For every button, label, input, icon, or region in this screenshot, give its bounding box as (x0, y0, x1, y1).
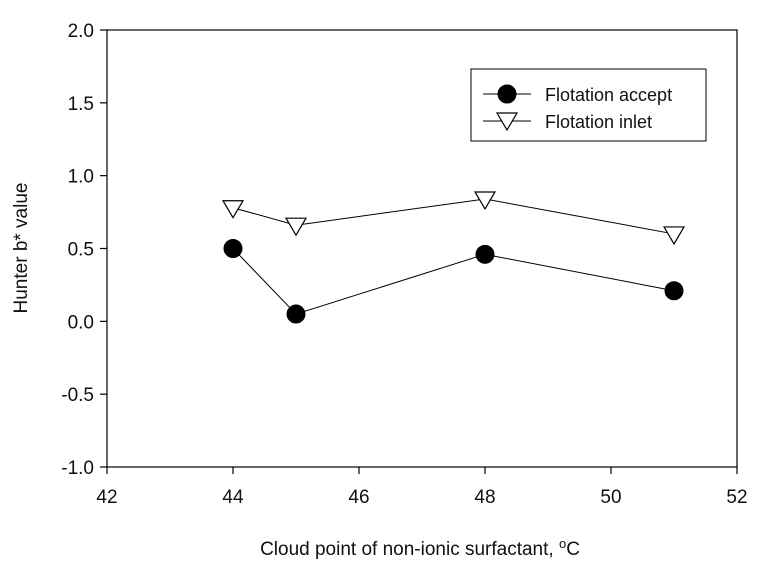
legend: Flotation accept Flotation inlet (470, 68, 707, 142)
data-point-flotation-accept (664, 281, 684, 301)
series-flotation-inlet (221, 191, 686, 246)
x-axis-title-text: Cloud point of non-ionic surfactant, (260, 539, 559, 560)
series-line-flotation-accept (232, 248, 675, 315)
data-point-flotation-inlet (284, 217, 308, 237)
x-axis-title-superscript: o (559, 536, 566, 551)
x-tick-label: 44 (222, 487, 244, 508)
y-tick-label: 1.5 (68, 94, 94, 115)
legend-label-flotation-inlet: Flotation inlet (545, 112, 652, 132)
series-layer (221, 191, 686, 324)
legend-box (470, 68, 707, 142)
series-line-flotation-inlet (232, 198, 675, 235)
legend-marker-flotation-accept (497, 84, 517, 104)
y-tick-label: 0.0 (68, 312, 94, 333)
y-tick-label: 2.0 (68, 21, 94, 42)
x-tick-label: 46 (348, 487, 369, 508)
data-point-flotation-inlet (662, 226, 686, 246)
legend-label-flotation-accept: Flotation accept (545, 85, 672, 105)
y-tick-label: -1.0 (61, 458, 94, 479)
data-point-flotation-accept (286, 304, 306, 324)
data-point-flotation-accept (475, 244, 495, 264)
axis-ticks (100, 29, 738, 474)
y-axis-title: Hunter b* value (11, 183, 32, 314)
y-tick-label: 0.5 (68, 240, 94, 261)
x-tick-label: 48 (474, 487, 495, 508)
x-tick-label: 42 (96, 487, 117, 508)
series-flotation-accept (223, 239, 684, 324)
x-axis-title-unit: C (566, 539, 580, 560)
data-point-flotation-inlet (221, 200, 245, 219)
y-tick-label: -0.5 (61, 385, 94, 406)
axis-tick-labels: 42 44 46 48 50 52 -1.0 -0.5 0.0 0.5 1.0 1.5 2.0 (61, 21, 747, 508)
legend-marker-flotation-inlet (495, 112, 519, 132)
data-point-flotation-accept (223, 239, 243, 258)
y-tick-label: 1.0 (68, 167, 94, 188)
data-point-flotation-inlet (473, 191, 497, 211)
x-tick-label: 52 (726, 487, 747, 508)
x-axis-title: Cloud point of non-ionic surfactant, oC (260, 536, 580, 561)
x-tick-label: 50 (600, 487, 621, 508)
